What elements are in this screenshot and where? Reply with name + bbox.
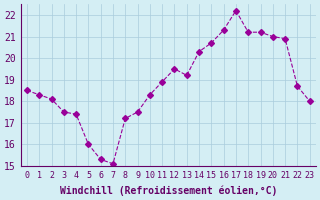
X-axis label: Windchill (Refroidissement éolien,°C): Windchill (Refroidissement éolien,°C) (60, 185, 277, 196)
